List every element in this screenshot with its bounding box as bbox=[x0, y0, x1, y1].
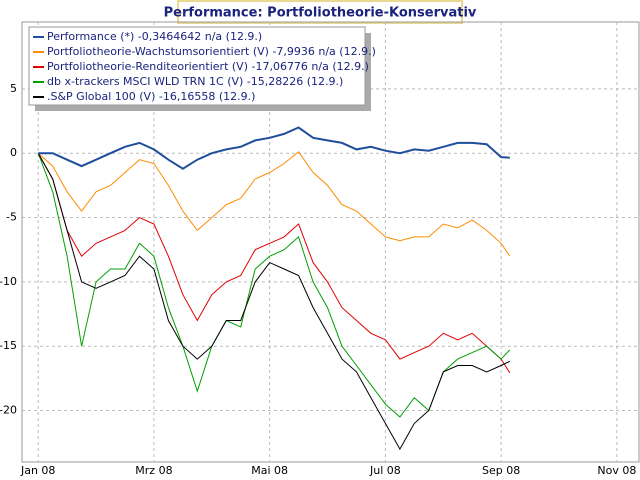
x-tick-label: Mrz 08 bbox=[135, 464, 172, 477]
legend-box bbox=[28, 26, 366, 106]
series-line bbox=[37, 151, 511, 257]
title-box bbox=[177, 0, 463, 24]
y-tick-label: 5 bbox=[10, 82, 17, 95]
chart-title: Performance: Portfoliotheorie-Konservati… bbox=[164, 6, 477, 21]
y-tick-label: 0 bbox=[10, 146, 17, 159]
legend-label: .S&P Global 100 (V) -16,16558 (12.9.) bbox=[47, 90, 255, 103]
legend: Performance (*) -0,3464642 n/a (12.9.) Po… bbox=[28, 26, 376, 111]
x-tick-label: Jul 08 bbox=[369, 464, 401, 477]
legend-label: db x-trackers MSCI WLD TRN 1C (V) -15,28… bbox=[47, 75, 343, 88]
x-tick-label: Jan 08 bbox=[20, 464, 55, 477]
x-tick-label: Mai 08 bbox=[251, 464, 288, 477]
legend-label: Performance (*) -0,3464642 n/a (12.9.) bbox=[47, 30, 262, 43]
series-line bbox=[37, 152, 511, 451]
grid: 5 0 -5 -10 -15 -20 Jan 08 Mrz 08 Mai 08 Jul 08 Sep… bbox=[0, 21, 640, 477]
series-line bbox=[37, 153, 511, 418]
legend-label: Portfoliotheorie-Wachstumsorientiert (V)… bbox=[47, 45, 376, 58]
series-line bbox=[38, 126, 510, 170]
y-tick-label: -15 bbox=[0, 339, 17, 352]
y-tick-label: -10 bbox=[0, 275, 17, 288]
x-tick-label: Nov 08 bbox=[597, 464, 636, 477]
plot-area bbox=[21, 21, 640, 463]
series-line bbox=[37, 152, 511, 374]
y-tick-label: -20 bbox=[0, 404, 17, 417]
plot bbox=[37, 126, 511, 451]
legend-label: Portfoliotheorie-Renditeorientiert (V) -… bbox=[47, 60, 369, 73]
y-tick-label: -5 bbox=[6, 211, 17, 224]
x-tick-label: Sep 08 bbox=[482, 464, 520, 477]
